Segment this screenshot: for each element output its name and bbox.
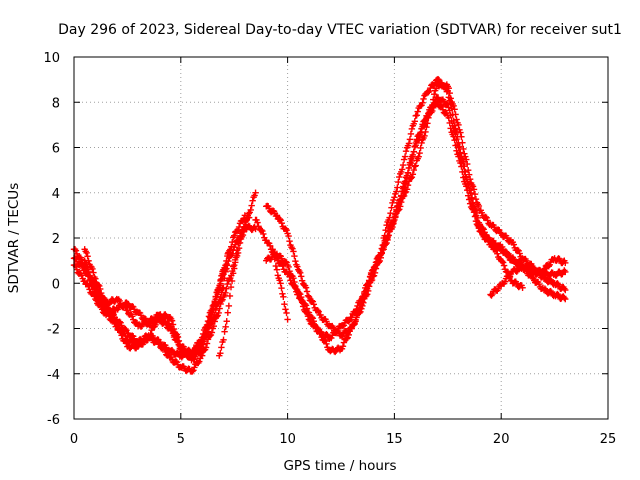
- chart-title: Day 296 of 2023, Sidereal Day-to-day VTE…: [58, 22, 622, 38]
- data-point: [273, 266, 281, 273]
- y-tick-label: 10: [43, 51, 60, 66]
- data-point: [241, 218, 249, 226]
- y-tick-label: 2: [52, 232, 60, 247]
- data-point: [224, 309, 231, 316]
- x-tick-label: 5: [177, 432, 185, 447]
- y-tick-label: -6: [47, 413, 60, 428]
- y-tick-label: 6: [52, 142, 60, 157]
- x-tick-label: 20: [493, 432, 510, 447]
- x-tick-label: 15: [386, 432, 403, 447]
- data-point: [455, 139, 462, 147]
- data-point: [305, 293, 313, 301]
- x-tick-label: 10: [279, 432, 296, 447]
- data-point: [269, 246, 276, 253]
- series-trace-5: [70, 250, 231, 362]
- series-trace-9: [263, 99, 569, 356]
- grid-lines: [74, 57, 608, 419]
- series-trace-12: [487, 255, 569, 299]
- y-tick-labels: 10 8 6 4 2 0 -2 -4 -6: [43, 51, 60, 428]
- data-point: [228, 277, 236, 285]
- y-tick-label: 0: [52, 277, 60, 292]
- series-trace-3: [81, 212, 249, 357]
- data-point: [280, 293, 287, 301]
- series-trace-6: [216, 214, 253, 359]
- y-axis-label: SDTVAR / TECUs: [6, 183, 22, 293]
- data-point: [224, 250, 231, 258]
- data-point: [284, 316, 291, 323]
- data-point: [359, 298, 366, 305]
- data-point: [233, 250, 240, 258]
- x-tick-labels: 0 5 10 15 20 25: [70, 432, 616, 447]
- y-tick-label: 8: [52, 96, 60, 111]
- data-point: [92, 295, 99, 303]
- series-trace-10: [269, 246, 291, 323]
- data-point: [423, 114, 430, 122]
- x-tick-label: 25: [600, 432, 617, 447]
- y-tick-label: -2: [47, 323, 60, 338]
- data-points: [70, 75, 569, 375]
- data-point: [220, 284, 227, 291]
- plot-frame: [73, 56, 609, 420]
- series-trace-4: [70, 254, 227, 364]
- x-tick-label: 0: [70, 432, 78, 447]
- data-point: [401, 153, 409, 160]
- y-tick-label: -4: [47, 368, 60, 383]
- data-point: [209, 316, 217, 323]
- data-point: [237, 232, 244, 239]
- data-point: [487, 239, 494, 246]
- x-axis-label: GPS time / hours: [283, 458, 396, 474]
- series-trace-8: [263, 80, 569, 340]
- y-tick-label: 4: [52, 187, 60, 202]
